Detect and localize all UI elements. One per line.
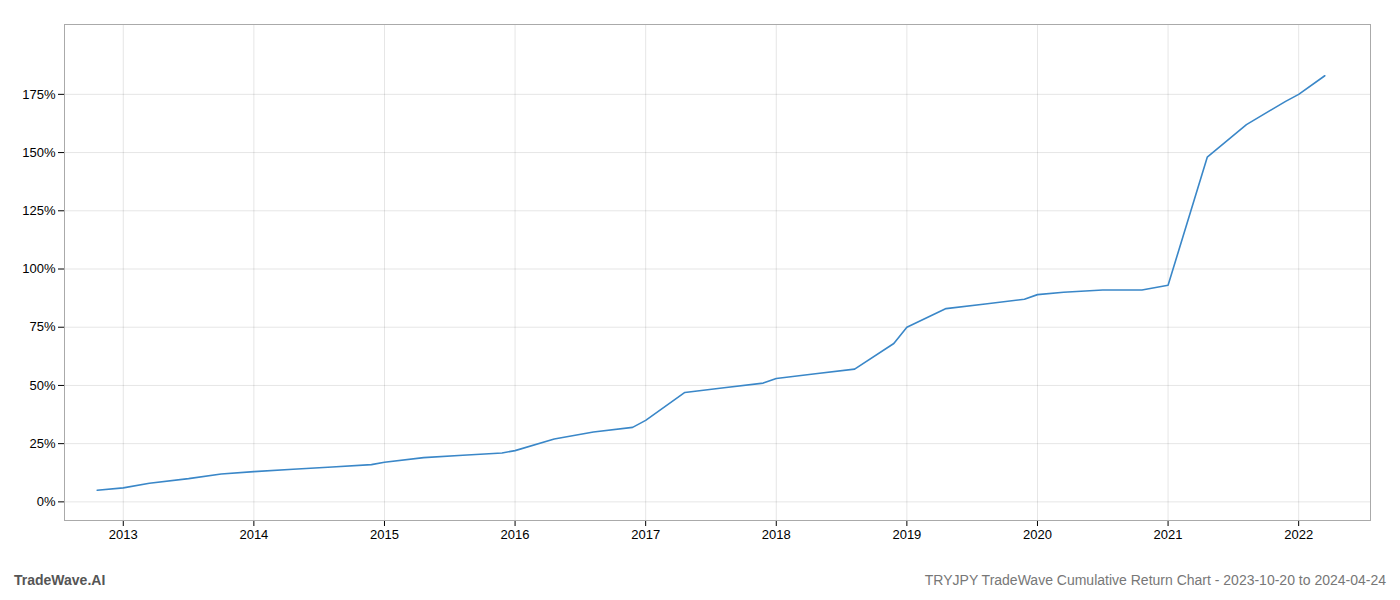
svg-text:2016: 2016	[501, 527, 530, 542]
svg-text:175%: 175%	[22, 87, 56, 102]
svg-text:2017: 2017	[631, 527, 660, 542]
svg-text:150%: 150%	[22, 145, 56, 160]
svg-text:25%: 25%	[29, 436, 55, 451]
svg-text:50%: 50%	[29, 378, 55, 393]
svg-text:2020: 2020	[1023, 527, 1052, 542]
svg-text:2014: 2014	[239, 527, 268, 542]
svg-text:2019: 2019	[892, 527, 921, 542]
html-text:TRYJPY TradeWave Cumulative Re: TRYJPY TradeWave Cumulative Return Chart…	[924, 572, 1386, 588]
svg-text:2013: 2013	[109, 527, 138, 542]
svg-text:2021: 2021	[1154, 527, 1183, 542]
svg-text:2015: 2015	[370, 527, 399, 542]
svg-text:2018: 2018	[762, 527, 791, 542]
svg-text:0%: 0%	[37, 494, 56, 509]
svg-text:100%: 100%	[22, 261, 56, 276]
svg-text:125%: 125%	[22, 203, 56, 218]
svg-text:2022: 2022	[1284, 527, 1313, 542]
html-text:TradeWave.AI: TradeWave.AI	[14, 572, 106, 588]
svg-text:75%: 75%	[29, 319, 55, 334]
